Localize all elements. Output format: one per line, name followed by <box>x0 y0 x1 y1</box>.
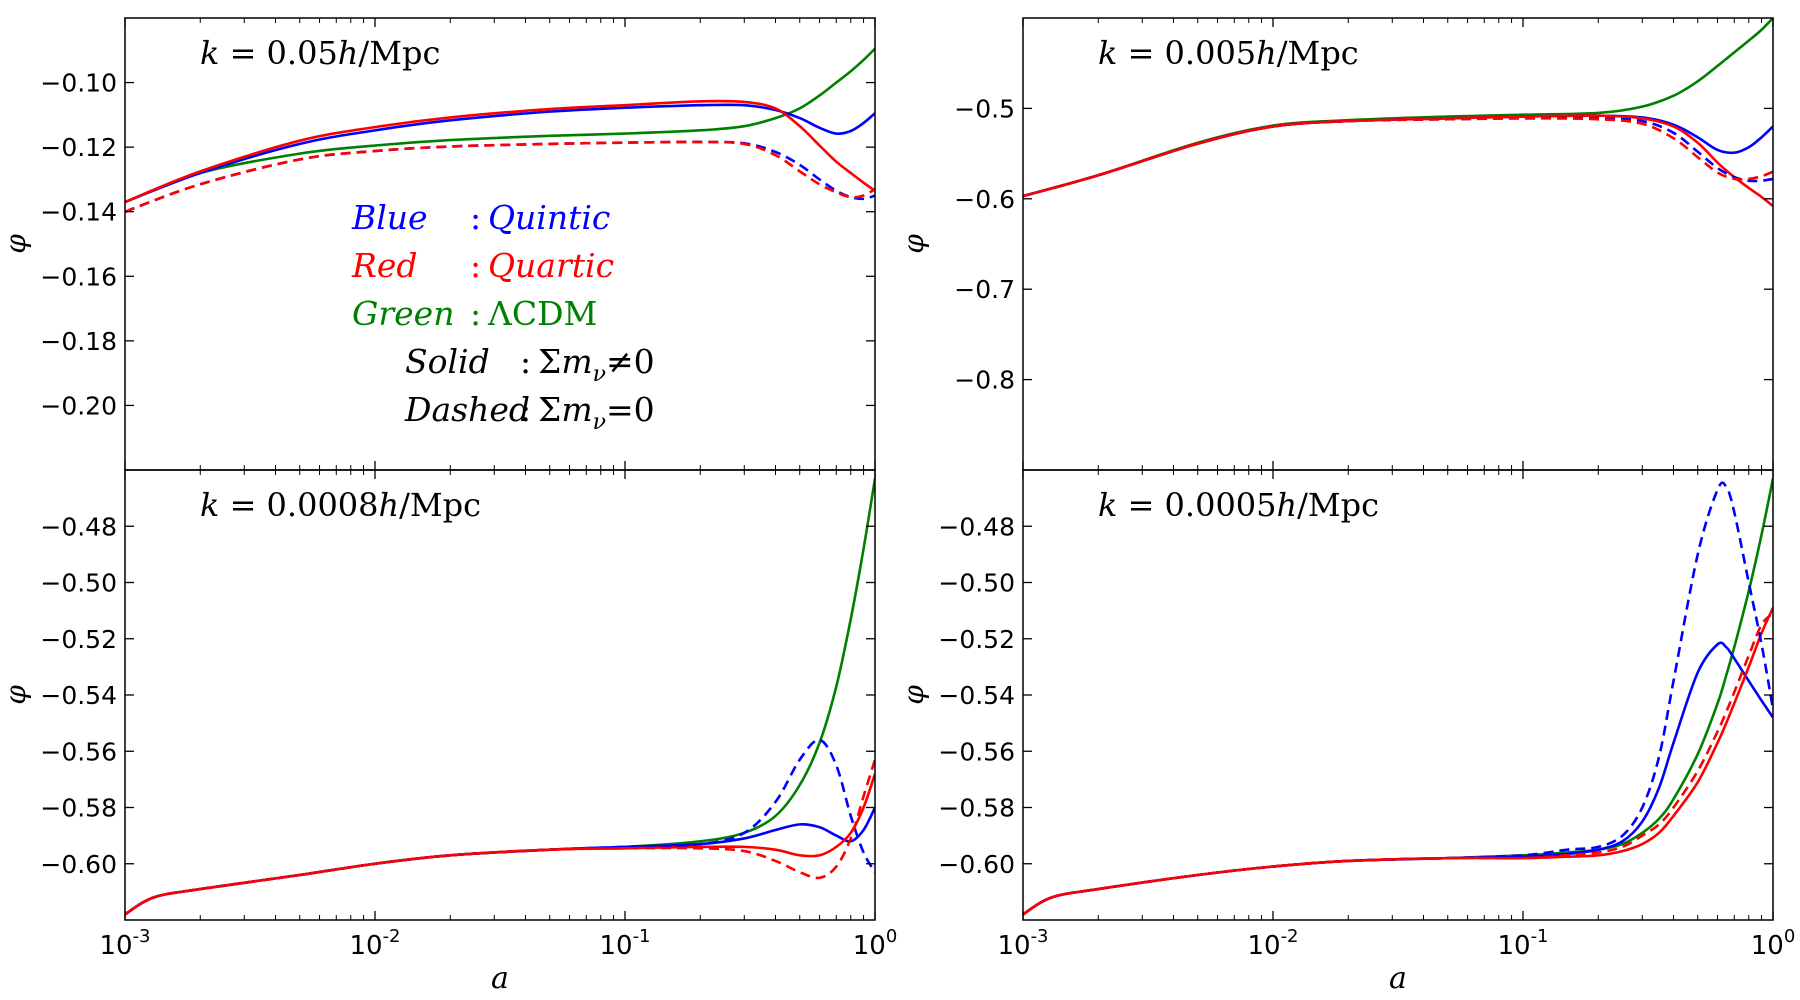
y-tick-label: −0.7 <box>954 275 1015 304</box>
legend-entry-value: Quintic <box>488 198 610 237</box>
panel-title: k = 0.005h/Mpc <box>1098 34 1359 72</box>
chart-panel-4: 10-3 10-2 10-1 100 −0.48 −0.50 −0.52 −0.54 −0.56… <box>897 469 1796 996</box>
series-group <box>125 478 875 916</box>
y-tick-label: −0.10 <box>40 69 117 98</box>
chart-panel-1: −0.10 −0.12 −0.14 −0.16 −0.18 −0.20 φ k = 0.05h… <box>0 17 876 471</box>
x-tick-label: 100 <box>1751 926 1796 961</box>
y-tick-label: −0.52 <box>938 625 1015 654</box>
series-line-blue-solid <box>125 103 875 204</box>
y-tick-label: −0.5 <box>954 94 1015 123</box>
chart-panel-3: 10-3 10-2 10-1 100 −0.48 −0.50 −0.52 −0.54 −0.56… <box>0 469 898 996</box>
series-line-red-dashed <box>125 140 875 213</box>
y-axis-label: φ <box>897 685 930 705</box>
legend-entry-value: Σmν≠0 <box>538 342 655 387</box>
y-tick-label: −0.54 <box>938 681 1015 710</box>
series-line-red-dashed <box>1023 612 1773 916</box>
legend-entry-separator: : <box>470 198 481 237</box>
y-tick-label: −0.18 <box>40 327 117 356</box>
legend-entry-separator: : <box>470 246 481 285</box>
legend-entry-key: Green <box>352 294 454 333</box>
legend-entry-key: Red <box>351 246 418 285</box>
x-axis-label: a <box>1389 961 1407 996</box>
x-tick-label: 10-3 <box>997 926 1048 961</box>
x-axis-label: a <box>491 961 509 996</box>
y-axis-label: φ <box>0 234 32 254</box>
x-tick-label: 10-2 <box>1247 926 1298 961</box>
legend-entry-key: Solid <box>405 342 490 381</box>
y-tick-label: −0.50 <box>938 569 1015 598</box>
y-axis-label: φ <box>897 234 930 254</box>
legend-entry-value: Quartic <box>488 246 614 285</box>
y-tick-label: −0.48 <box>40 512 117 541</box>
legend-entry-key: Dashed <box>404 390 530 429</box>
y-tick-label: −0.60 <box>938 850 1015 879</box>
y-tick-label: −0.52 <box>40 625 117 654</box>
y-axis-label: φ <box>0 685 32 705</box>
y-tick-label: −0.48 <box>938 512 1015 541</box>
y-tick-label: −0.6 <box>954 185 1015 214</box>
y-tick-label: −0.14 <box>40 198 117 227</box>
x-tick-label: 10-2 <box>349 926 400 961</box>
panel-title: k = 0.0005h/Mpc <box>1098 486 1379 524</box>
y-tick-label: −0.60 <box>40 850 117 879</box>
x-tick-label: 10-1 <box>1497 926 1548 961</box>
y-tick-label: −0.58 <box>40 794 117 823</box>
series-line-red-solid <box>125 99 875 204</box>
y-tick-label: −0.20 <box>40 391 117 420</box>
panel-title: k = 0.05h/Mpc <box>200 34 440 72</box>
legend-entry-value: ΛCDM <box>487 294 597 333</box>
series-group <box>125 47 875 213</box>
y-tick-label: −0.56 <box>40 737 117 766</box>
y-tick-label: −0.56 <box>938 737 1015 766</box>
y-tick-label: −0.50 <box>40 569 117 598</box>
legend-entry-value: Σmν=0 <box>538 390 655 435</box>
y-tick-label: −0.8 <box>954 366 1015 395</box>
y-tick-label: −0.54 <box>40 681 117 710</box>
chart-panel-2: −0.5 −0.6 −0.7 −0.8 φ k = 0.005h/Mpc <box>897 17 1774 471</box>
legend-entry-key: Blue <box>351 198 428 237</box>
series-line-green-solid <box>125 47 875 204</box>
y-tick-label: −0.58 <box>938 794 1015 823</box>
panel-title: k = 0.0008h/Mpc <box>200 486 481 524</box>
series-group <box>1023 478 1773 916</box>
legend-entry-separator: : <box>520 390 531 429</box>
series-group <box>1023 18 1773 208</box>
series-line-red-solid <box>1023 607 1773 916</box>
series-line-red-dashed <box>125 759 875 916</box>
y-tick-label: −0.12 <box>40 133 117 162</box>
legend-entry-separator: : <box>470 294 481 333</box>
x-tick-label: 10-3 <box>99 926 150 961</box>
legend-entry-separator: : <box>520 342 531 381</box>
x-tick-label: 10-1 <box>599 926 650 961</box>
y-tick-label: −0.16 <box>40 262 117 291</box>
x-tick-label: 100 <box>853 926 898 961</box>
series-line-red-dashed <box>1023 117 1773 198</box>
